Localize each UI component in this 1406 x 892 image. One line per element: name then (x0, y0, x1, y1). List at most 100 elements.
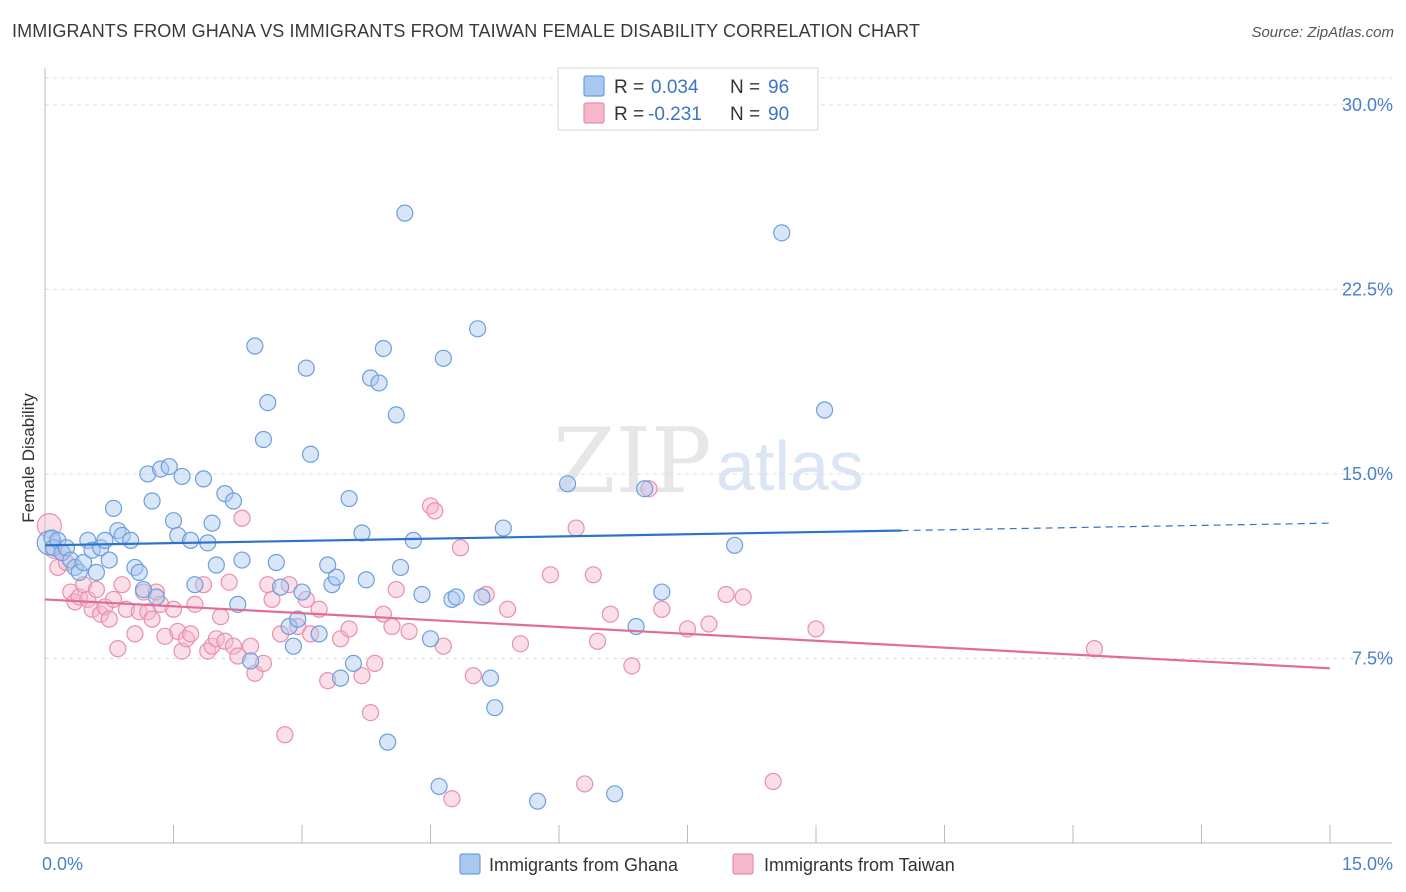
ghana-point (340, 489, 358, 508)
ghana-point (486, 699, 504, 717)
taiwan-point (640, 480, 658, 498)
ghana-point (229, 595, 247, 613)
ghana-point (387, 406, 405, 424)
ghana-point (430, 777, 448, 796)
ghana-point (404, 531, 422, 549)
ghana-point (374, 339, 392, 358)
ghana-point (636, 480, 654, 498)
ghana-point (361, 369, 380, 387)
taiwan-point (117, 600, 135, 618)
ghana-point (396, 204, 414, 222)
ghana-point (421, 630, 440, 648)
ghana-point (473, 588, 491, 606)
ghana-trend-extension (901, 522, 1331, 532)
ghana-point (310, 625, 328, 643)
watermark-zip: ZIP (553, 409, 712, 514)
ghana-trend-line (44, 529, 902, 547)
source-label: Source: ZipAtlas.com (1251, 24, 1394, 41)
ghana-point (353, 524, 371, 542)
taiwan-point (36, 513, 62, 539)
taiwan-point (400, 622, 418, 641)
ghana-point (130, 563, 148, 581)
ghana-point (203, 514, 221, 532)
top-legend: R = 0.034 N = 96 R = -0.231 N = 90 (557, 67, 819, 131)
taiwan-point (353, 667, 371, 685)
taiwan-point (100, 610, 118, 628)
ghana-point (246, 337, 264, 355)
ghana-point (242, 652, 260, 670)
x-tick-label-1: 15.0% (1342, 854, 1393, 874)
taiwan-point (576, 775, 594, 793)
watermark-atlas: atlas (716, 427, 864, 505)
y-axis-label: Female Disability (19, 393, 38, 523)
legend-taiwan-r-label: R = (614, 104, 644, 125)
ghana-point (301, 445, 320, 463)
taiwan-point (807, 620, 825, 638)
ghana-point (370, 374, 388, 392)
taiwan-point (216, 632, 234, 650)
ghana-point (494, 519, 512, 537)
legend-swatch-taiwan (583, 102, 605, 124)
taiwan-trend-line (44, 598, 1331, 670)
ghana-point (434, 349, 452, 367)
ghana-point (481, 669, 500, 687)
bottom-legend-swatch-taiwan (732, 853, 754, 875)
y-tick-label-2: 22.5% (1342, 279, 1393, 299)
bottom-legend-swatch-ghana (459, 853, 481, 875)
ghana-point (815, 401, 834, 419)
taiwan-point (229, 647, 247, 665)
ghana-point (194, 470, 213, 488)
bottom-legend-taiwan-label: Immigrants from Taiwan (764, 855, 955, 875)
taiwan-point (361, 704, 380, 722)
taiwan-point (164, 600, 183, 618)
taiwan-point (366, 654, 384, 672)
taiwan-point (601, 605, 620, 623)
ghana-point (186, 576, 204, 594)
taiwan-point (1085, 640, 1104, 658)
chart-title: IMMIGRANTS FROM GHANA VS IMMIGRANTS FROM… (12, 21, 921, 41)
y-tick-label-1: 15.0% (1342, 464, 1393, 484)
ghana-point (160, 457, 178, 476)
ghana-point (344, 654, 362, 672)
ghana-point (224, 492, 243, 510)
taiwan-point (700, 615, 718, 633)
taiwan-point (233, 509, 251, 527)
ghana-point (653, 583, 671, 601)
ghana-point (233, 551, 251, 569)
taiwan-point (764, 772, 782, 791)
taiwan-point (340, 620, 358, 638)
taiwan-point (443, 790, 461, 808)
taiwan-point (276, 726, 294, 744)
ghana-point (289, 610, 307, 628)
ghana-point (254, 430, 273, 449)
ghana-point (293, 583, 311, 601)
ghana-point (726, 536, 744, 554)
taiwan-point (263, 590, 281, 609)
y-tick-label-0: 7.5% (1352, 648, 1393, 668)
taiwan-point (126, 625, 144, 643)
legend-ghana-n-label: N = (730, 77, 760, 98)
taiwan-point (584, 566, 602, 584)
taiwan-point (541, 566, 560, 584)
taiwan-point (567, 519, 585, 537)
taiwan-point (434, 637, 452, 655)
ghana-point (297, 359, 315, 377)
taiwan-point (156, 627, 174, 645)
legend-ghana-n-value: 96 (768, 77, 789, 98)
ghana-points (36, 204, 834, 810)
taiwan-point (511, 635, 530, 653)
taiwan-point (623, 657, 641, 675)
ghana-point (164, 512, 183, 530)
ghana-point (447, 588, 465, 606)
ghana-point (327, 568, 345, 586)
gridlines (45, 77, 1392, 659)
legend-taiwan-n-label: N = (730, 104, 760, 125)
taiwan-point (653, 600, 671, 618)
ghana-point (606, 785, 624, 803)
ghana-point (182, 531, 200, 549)
taiwan-point (499, 600, 517, 618)
taiwan-point (464, 667, 482, 685)
ghana-point (558, 475, 577, 493)
taiwan-point (212, 608, 230, 626)
ghana-point (122, 531, 140, 549)
